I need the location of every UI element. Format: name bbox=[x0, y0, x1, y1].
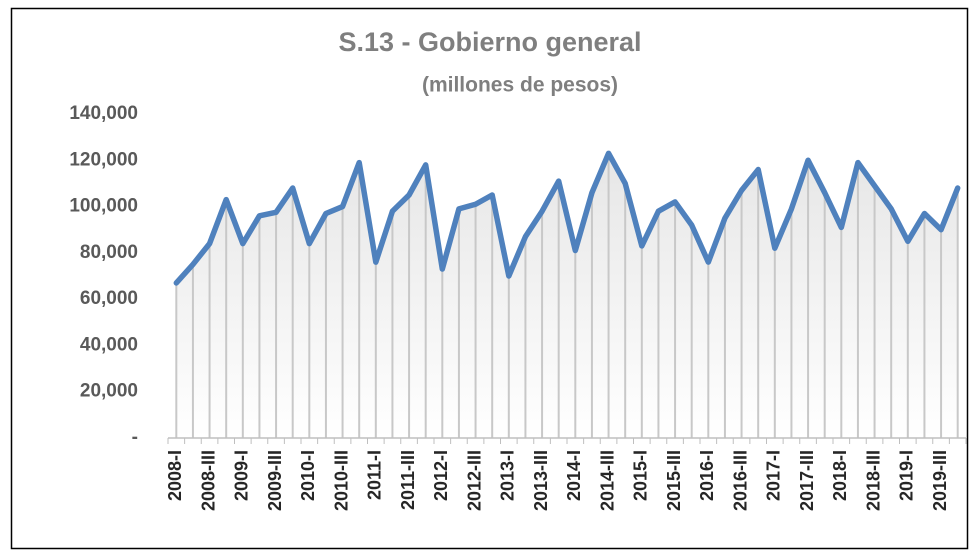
x-tick-label: 2017-III bbox=[797, 450, 817, 511]
x-tick-label: 2019-III bbox=[930, 450, 950, 511]
x-tick-label: 2016-I bbox=[697, 450, 717, 501]
x-tick-label: 2017-I bbox=[764, 450, 784, 501]
x-tick-label: 2016-III bbox=[730, 450, 750, 511]
chart-title: S.13 - Gobierno general bbox=[338, 27, 641, 57]
x-tick-label: 2019-I bbox=[897, 450, 917, 501]
x-tick-label: 2008-I bbox=[165, 450, 185, 501]
y-tick-label: - bbox=[132, 427, 138, 448]
x-tick-label: 2012-III bbox=[464, 450, 484, 511]
x-tick-label: 2009-III bbox=[265, 450, 285, 511]
x-tick-label: 2015-I bbox=[631, 450, 651, 501]
y-tick-label: 60,000 bbox=[80, 288, 138, 309]
y-tick-label: 100,000 bbox=[69, 196, 138, 217]
x-tick-label: 2008-III bbox=[198, 450, 218, 511]
x-tick-label: 2013-III bbox=[531, 450, 551, 511]
x-tick-label: 2010-I bbox=[298, 450, 318, 501]
x-tick-label: 2018-III bbox=[863, 450, 883, 511]
area bbox=[176, 153, 958, 439]
x-tick-label: 2018-I bbox=[830, 450, 850, 501]
y-tick-label: 20,000 bbox=[80, 381, 138, 402]
y-tick-label: 120,000 bbox=[69, 149, 138, 170]
x-tick-label: 2014-III bbox=[597, 450, 617, 511]
x-tick-label: 2014-I bbox=[564, 450, 584, 501]
x-tick-label: 2011-I bbox=[365, 450, 385, 500]
x-tick-label: 2009-I bbox=[232, 450, 252, 501]
x-tick-label: 2015-III bbox=[664, 450, 684, 511]
x-tick-label: 2010-III bbox=[331, 450, 351, 511]
chart-subtitle: (millones de pesos) bbox=[422, 74, 618, 97]
line bbox=[173, 150, 961, 286]
x-tick-label: 2011-III bbox=[398, 450, 418, 510]
x-tick-label: 2012-I bbox=[431, 450, 451, 501]
y-tick-label: 140,000 bbox=[69, 103, 138, 124]
x-tick-label: 2013-I bbox=[498, 450, 518, 501]
y-tick-label: 40,000 bbox=[80, 334, 138, 355]
y-tick-label: 80,000 bbox=[80, 242, 138, 263]
